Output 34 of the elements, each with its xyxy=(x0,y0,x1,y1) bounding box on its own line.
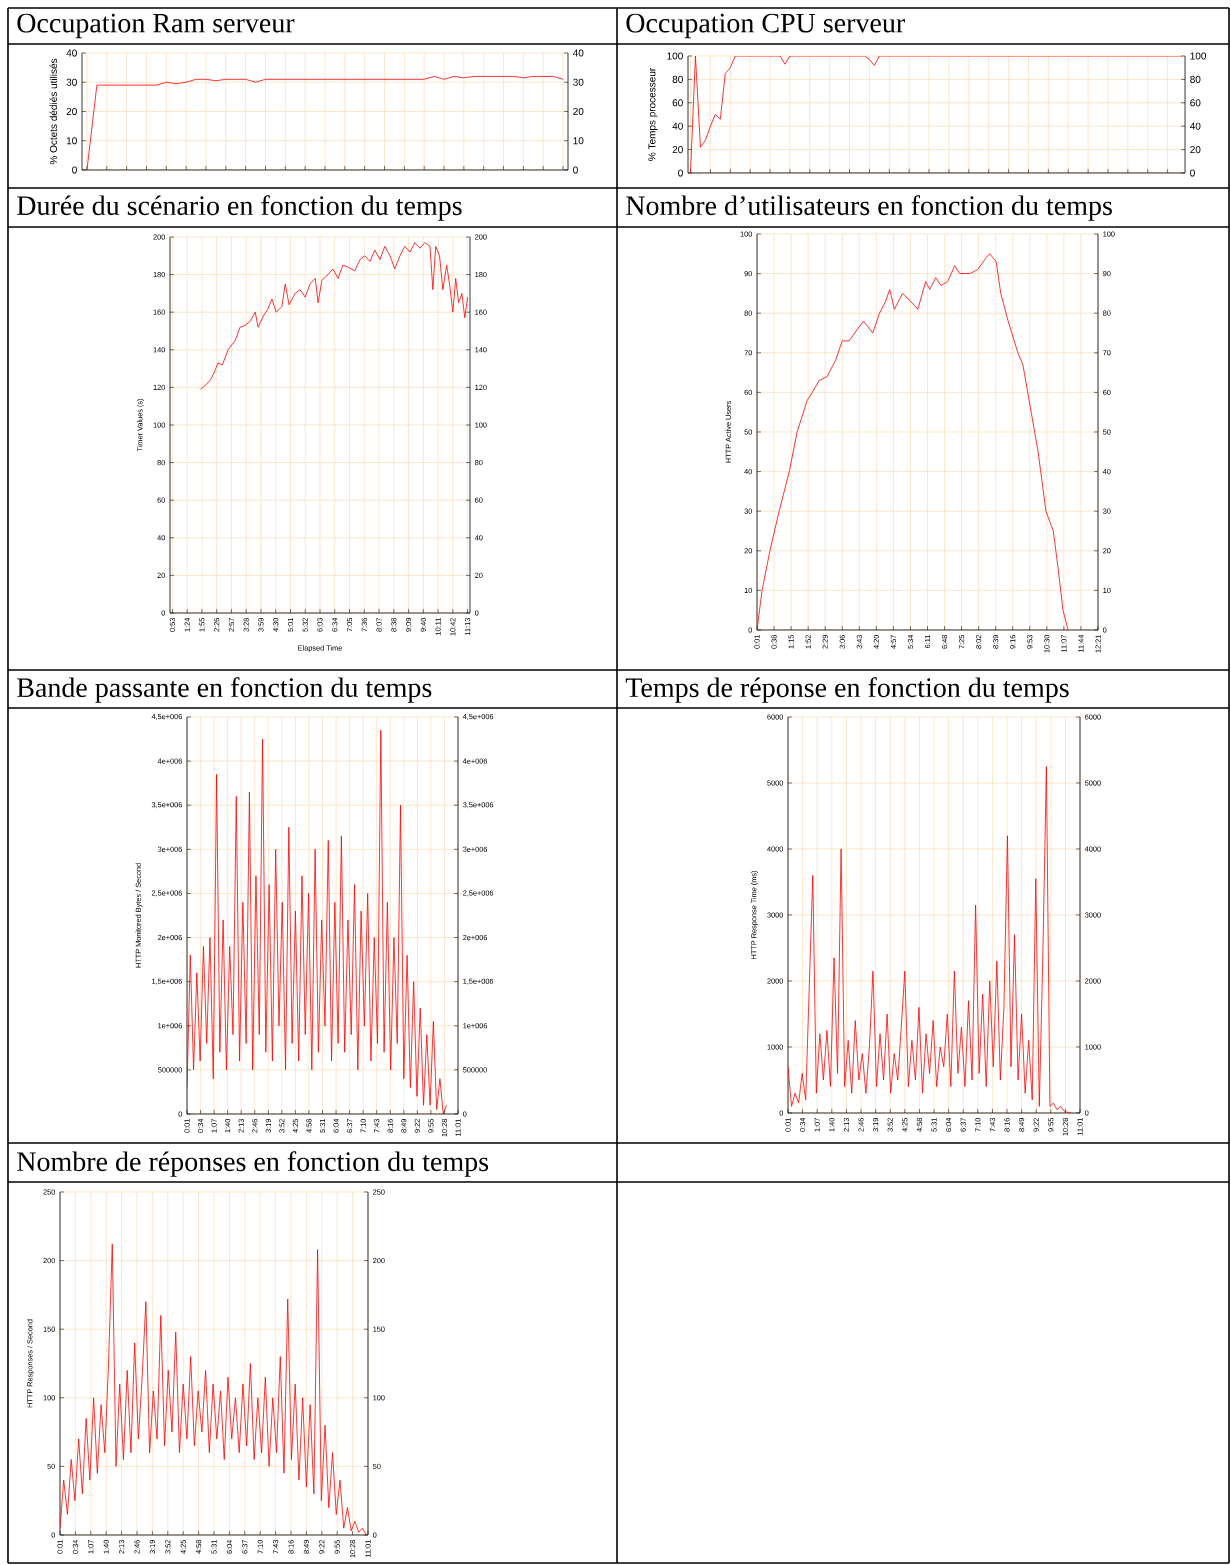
y-tick-label: 0 xyxy=(72,166,77,174)
y-tick-label: 60 xyxy=(672,99,683,107)
y-tick-label: 80 xyxy=(672,75,683,83)
y2-tick-label: 60 xyxy=(1190,99,1201,107)
chart-title: Occupation CPU serveur xyxy=(626,13,905,39)
y2-tick-label: 30 xyxy=(573,78,584,86)
y2-tick-label: 10 xyxy=(573,137,584,145)
y2-tick-label: 20 xyxy=(573,107,584,116)
chart-title: Occupation Ram serveur xyxy=(17,13,295,39)
chart-title: Durée du scénario en fonction du temps xyxy=(17,195,462,221)
y2-tick-label: 0 xyxy=(1190,169,1195,177)
y-axis-title: % Octets dédiés utilisés xyxy=(49,58,58,165)
y2-tick-label: 40 xyxy=(572,49,584,57)
y-tick-label: 20 xyxy=(672,146,683,154)
chart-title: Nombre de réponses en fonction du temps xyxy=(17,1151,489,1177)
y-tick-label: 40 xyxy=(66,49,77,57)
y-tick-label: 30 xyxy=(66,78,77,86)
line-series xyxy=(757,253,1069,630)
y-tick-label: 0 xyxy=(678,169,683,177)
y-tick-label: 100 xyxy=(667,52,683,60)
y2-tick-label: 80 xyxy=(1190,75,1201,83)
y2-tick-label: 100 xyxy=(1190,52,1207,60)
y2-tick-label: 40 xyxy=(1189,122,1201,130)
y2-tick-label: 0 xyxy=(573,166,578,174)
chart-title: Temps de réponse en fonction du temps xyxy=(625,677,1069,703)
y-axis-title: % Temps processeur xyxy=(648,67,658,161)
line-series xyxy=(200,242,469,390)
line-series xyxy=(187,729,447,1114)
chart-title: Nombre d’utilisateurs en fonction du temps xyxy=(626,195,1112,221)
y-tick-label: 10 xyxy=(66,137,77,145)
y-tick-label: 20 xyxy=(66,107,77,116)
y2-tick-label: 20 xyxy=(1190,146,1201,154)
y-tick-label: 40 xyxy=(672,122,683,130)
chart-title: Bande passante en fonction du temps xyxy=(17,677,432,703)
